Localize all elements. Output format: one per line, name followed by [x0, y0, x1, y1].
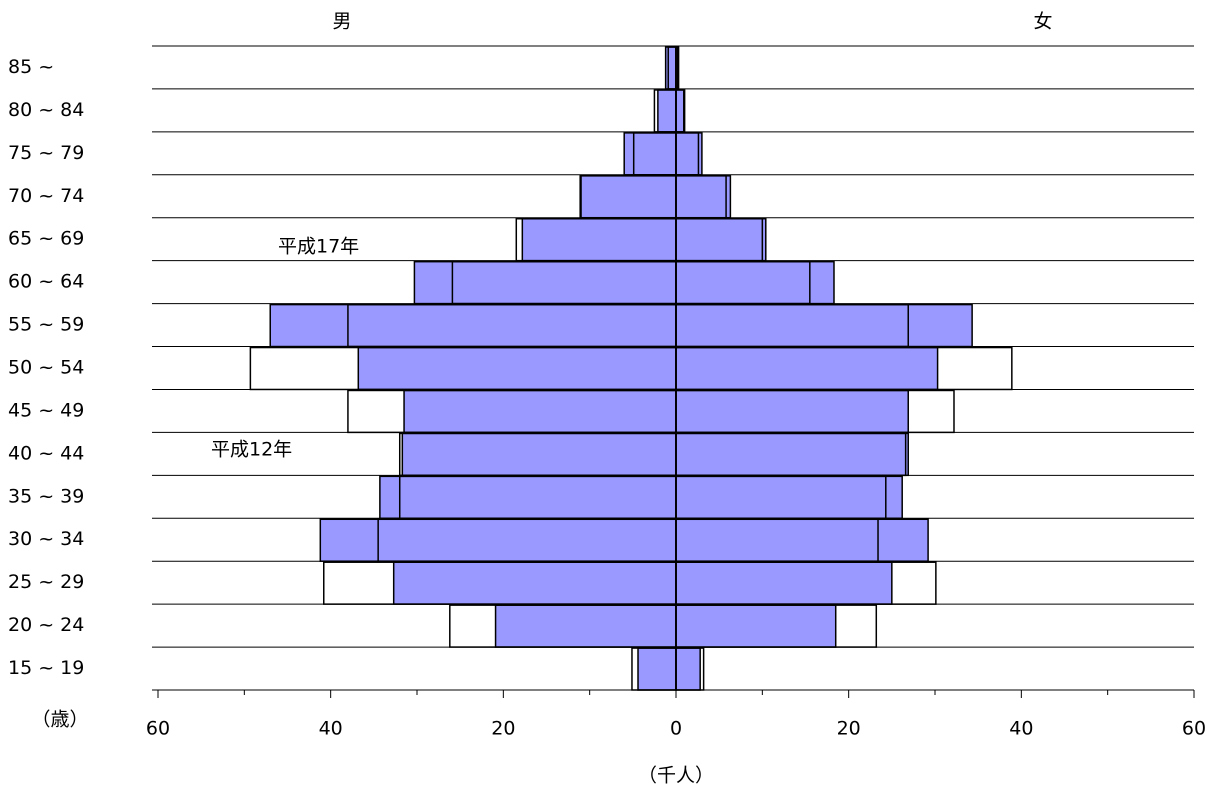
y-tick-label: 20 ~ 24 [8, 614, 84, 636]
bar-male [637, 647, 677, 691]
left-title: 男 [332, 11, 351, 33]
y-tick-label: 60 ~ 64 [8, 271, 84, 293]
y-tick-label: 50 ~ 54 [8, 357, 84, 379]
bar-female [675, 303, 973, 348]
bar-male [269, 303, 677, 348]
bar-male [392, 561, 677, 605]
bar-male [579, 175, 677, 219]
y-tick-label: 65 ~ 69 [8, 228, 84, 250]
bar-male [401, 432, 677, 477]
x-tick-label: 60 [146, 718, 170, 740]
bar-male [521, 217, 677, 262]
x-tick-label: 20 [491, 718, 515, 740]
y-tick-label: 55 ~ 59 [8, 314, 84, 336]
bar-female [675, 604, 837, 648]
bar-male [657, 89, 677, 133]
x-axis-label: （千人） [638, 765, 714, 787]
series-annotation: 平成12年 [211, 439, 292, 461]
bar-female [675, 518, 929, 562]
bar-female [675, 217, 767, 262]
bar-female [675, 475, 903, 520]
bar-female [675, 432, 909, 477]
bar-female [675, 346, 939, 391]
y-axis-label: （歳） [31, 709, 88, 731]
x-tick-label: 40 [1009, 718, 1033, 740]
y-tick-label: 15 ~ 19 [8, 657, 84, 679]
bar-female [675, 175, 732, 219]
x-tick-label: 60 [1182, 718, 1206, 740]
bar-female [675, 561, 893, 605]
bar-male [379, 475, 677, 520]
bar-male [319, 518, 677, 562]
x-tick-label: 40 [319, 718, 343, 740]
bar-male [664, 46, 677, 90]
bar-male [623, 132, 677, 176]
y-tick-label: 75 ~ 79 [8, 142, 84, 164]
bar-male [494, 604, 677, 648]
x-tick-label: 0 [670, 718, 682, 740]
y-tick-label: 45 ~ 49 [8, 399, 84, 421]
y-tick-label: 80 ~ 84 [8, 99, 84, 121]
bar-male [357, 346, 677, 391]
x-tick-label: 20 [837, 718, 861, 740]
y-tick-label: 40 ~ 44 [8, 442, 84, 464]
bar-male [403, 389, 677, 434]
bar-female [675, 389, 909, 434]
series-annotation: 平成17年 [278, 236, 359, 258]
y-tick-label: 25 ~ 29 [8, 571, 84, 593]
y-tick-label: 85 ~ [8, 56, 54, 78]
right-title: 女 [1033, 11, 1052, 33]
y-tick-label: 30 ~ 34 [8, 528, 84, 550]
y-tick-label: 70 ~ 74 [8, 185, 84, 207]
bar-female [675, 647, 701, 691]
y-tick-label: 35 ~ 39 [8, 485, 84, 507]
bar-male [413, 260, 677, 305]
